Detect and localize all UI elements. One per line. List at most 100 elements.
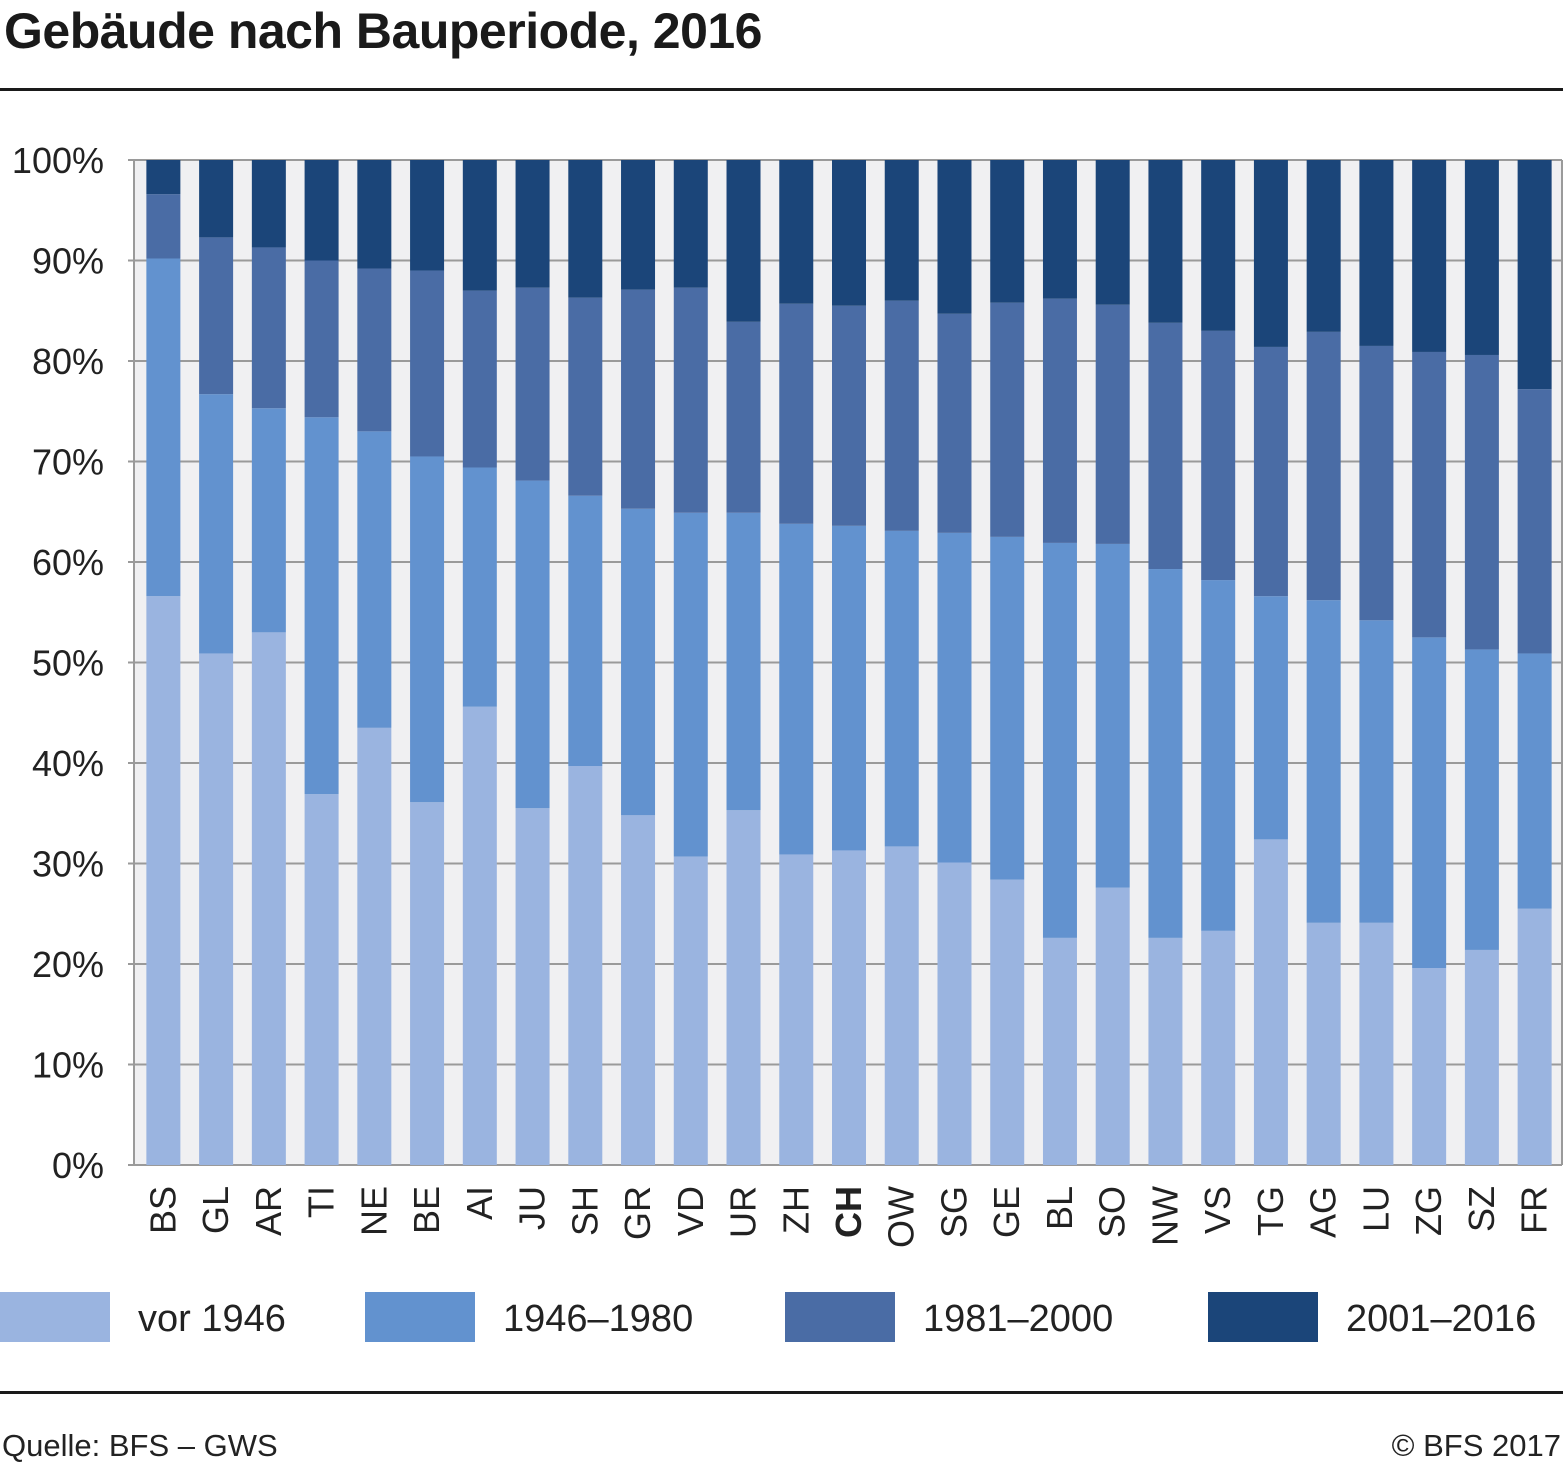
bar-segment-gl-s3 <box>199 160 234 238</box>
bar-segment-vd-s3 <box>673 160 708 288</box>
bar-segment-fr-s0 <box>1517 908 1552 1165</box>
y-tick-label: 20% <box>32 944 104 985</box>
x-tick-label: AG <box>1303 1186 1344 1238</box>
legend: vor 1946 1946–1980 1981–2000 2001–2016 <box>0 1292 1567 1344</box>
bar-segment-ge-s3 <box>990 160 1025 303</box>
x-tick-label: NE <box>353 1186 394 1236</box>
bar-segment-ai-s2 <box>462 290 497 468</box>
bar-segment-ag-s0 <box>1306 922 1341 1165</box>
bar-segment-be-s3 <box>410 160 445 271</box>
y-tick-label: 80% <box>32 341 104 382</box>
bar-segment-ju-s3 <box>515 160 550 288</box>
bar-segment-fr-s1 <box>1517 653 1552 909</box>
legend-label-2001-2016: 2001–2016 <box>1346 1298 1537 1340</box>
bar-segment-zh-s1 <box>779 523 814 855</box>
bar-segment-sh-s1 <box>568 495 603 767</box>
bar-segment-zg-s3 <box>1412 160 1447 352</box>
bar-segment-ow-s1 <box>884 530 919 847</box>
bar-segment-tg-s0 <box>1253 839 1288 1165</box>
bar-segment-ur-s1 <box>726 512 761 811</box>
bar-segment-vs-s3 <box>1201 160 1236 331</box>
x-tick-label: BS <box>142 1186 183 1234</box>
bar-segment-zh-s3 <box>779 160 814 304</box>
x-tick-label: GE <box>986 1186 1027 1238</box>
bar-segment-ai-s0 <box>462 706 497 1165</box>
x-tick-label: SG <box>933 1186 974 1238</box>
bar-segment-ti-s2 <box>304 260 339 418</box>
bar-segment-ar-s0 <box>251 632 286 1165</box>
x-tick-label: OW <box>881 1186 922 1248</box>
bar-segment-zh-s2 <box>779 303 814 524</box>
bar-segment-ar-s1 <box>251 408 286 633</box>
copyright-note: © BFS 2017 <box>1391 1428 1561 1463</box>
bar-segment-ag-s2 <box>1306 331 1341 601</box>
x-tick-label: SH <box>564 1186 605 1236</box>
bar-segment-vd-s2 <box>673 287 708 513</box>
x-tick-label: LU <box>1355 1186 1396 1232</box>
legend-label-vor-1946: vor 1946 <box>138 1298 286 1340</box>
x-tick-label: FR <box>1514 1186 1555 1234</box>
bar-segment-gr-s3 <box>621 160 656 290</box>
bar-segment-ai-s1 <box>462 467 497 707</box>
x-tick-label: VD <box>670 1186 711 1236</box>
bar-segment-ge-s1 <box>990 536 1025 880</box>
bar-segment-lu-s3 <box>1359 160 1394 346</box>
bar-segment-tg-s3 <box>1253 160 1288 347</box>
x-tick-label: GL <box>195 1186 236 1234</box>
x-tick-label: VS <box>1197 1186 1238 1234</box>
bar-segment-zg-s2 <box>1412 351 1447 638</box>
source-note: Quelle: BFS – GWS <box>2 1428 278 1463</box>
bar-segment-ti-s0 <box>304 794 339 1165</box>
bar-segment-zg-s1 <box>1412 637 1447 969</box>
bar-segment-bs-s0 <box>146 596 181 1165</box>
bar-segment-ti-s3 <box>304 160 339 261</box>
bar-segment-ow-s3 <box>884 160 919 301</box>
bar-segment-ch-s3 <box>832 160 866 306</box>
bar-segment-ur-s2 <box>726 321 761 513</box>
bar-segment-bs-s3 <box>146 160 181 195</box>
bar-segment-sg-s3 <box>937 160 972 314</box>
bar-segment-ar-s2 <box>251 247 286 409</box>
bar-segment-ju-s2 <box>515 287 550 481</box>
legend-swatch-1981-2000 <box>785 1292 895 1342</box>
y-tick-label: 40% <box>32 743 104 784</box>
x-tick-label: ZH <box>775 1186 816 1234</box>
bar-segment-ti-s1 <box>304 417 339 795</box>
bar-segment-bl-s1 <box>1042 542 1077 938</box>
x-tick-label: SZ <box>1461 1186 1502 1232</box>
bar-segment-ow-s2 <box>884 300 919 531</box>
bar-segment-vs-s2 <box>1201 330 1236 581</box>
x-tick-label: TI <box>301 1186 342 1218</box>
x-tick-label: ZG <box>1408 1186 1449 1236</box>
legend-label-1946-1980: 1946–1980 <box>503 1298 694 1340</box>
bar-segment-bl-s0 <box>1042 937 1077 1165</box>
y-tick-label: 50% <box>32 643 104 684</box>
bar-segment-ag-s3 <box>1306 160 1341 332</box>
bar-segment-tg-s2 <box>1253 346 1288 597</box>
x-tick-label: AI <box>459 1186 500 1220</box>
bar-segment-so-s0 <box>1095 887 1130 1165</box>
x-tick-label: UR <box>723 1186 764 1238</box>
x-tick-label: BE <box>406 1186 447 1234</box>
x-tick-label: TG <box>1250 1186 1291 1236</box>
bar-segment-sh-s0 <box>568 766 603 1165</box>
top-rule <box>0 88 1563 91</box>
y-tick-label: 90% <box>32 241 104 282</box>
bar-segment-nw-s0 <box>1148 937 1183 1165</box>
bar-segment-sz-s2 <box>1464 354 1499 650</box>
bar-segment-zh-s0 <box>779 854 814 1165</box>
bar-segment-bs-s2 <box>146 194 181 259</box>
y-tick-label: 10% <box>32 1045 104 1086</box>
bottom-rule <box>0 1391 1563 1394</box>
bar-segment-ge-s0 <box>990 879 1025 1165</box>
bar-segment-so-s3 <box>1095 160 1130 305</box>
bar-segment-sg-s0 <box>937 862 972 1165</box>
bar-segment-vs-s0 <box>1201 930 1236 1165</box>
bar-segment-ne-s0 <box>357 727 392 1165</box>
x-tick-label: SO <box>1092 1186 1133 1238</box>
bar-segment-tg-s1 <box>1253 596 1288 840</box>
bar-segment-bl-s2 <box>1042 298 1077 543</box>
bar-segment-bl-s3 <box>1042 160 1077 299</box>
x-tick-label: NW <box>1144 1186 1185 1246</box>
bar-segment-gl-s0 <box>199 653 234 1165</box>
